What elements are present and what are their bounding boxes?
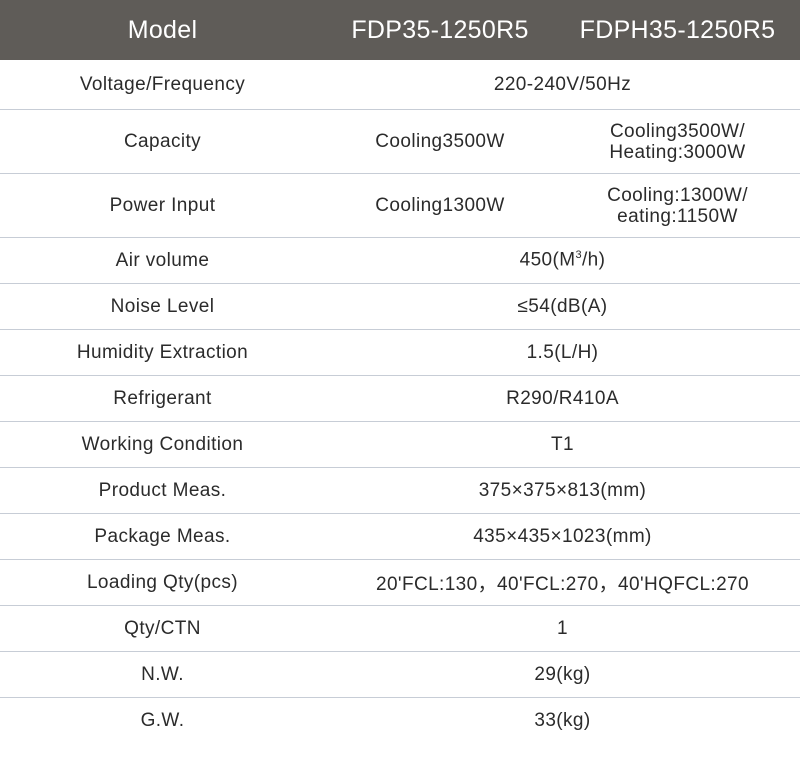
row-value: 1 [557,617,568,639]
row-package-meas: Package Meas. 435×435×1023(mm) [0,514,800,560]
row-label: G.W. [140,710,185,731]
row-power-input: Power Input Cooling1300W Cooling:1300W/ … [0,174,800,238]
spec-table: Model FDP35-1250R5 FDPH35-1250R5 Voltage… [0,0,800,744]
row-qty-ctn: Qty/CTN 1 [0,606,800,652]
row-value-model-b: Cooling:1300W/ eating:1150W [555,185,800,227]
row-label: Noise Level [110,295,215,317]
value-line-1: Cooling:1300W/ [607,184,748,206]
value-main: 450(M [519,249,576,271]
row-loading-qty: Loading Qty(pcs) 20'FCL:130，40'FCL:270，4… [0,560,800,606]
row-working-condition: Working Condition T1 [0,422,800,468]
row-label: Power Input [109,194,216,216]
row-value-model-b: Cooling3500W/ Heating:3000W [555,121,800,163]
row-label: Refrigerant [113,387,212,409]
row-label: Humidity Extraction [76,341,249,363]
value-unit: /h) [582,249,606,271]
row-label: Product Meas. [98,479,227,501]
row-label: Package Meas. [94,525,231,547]
value-line-2: eating:1150W [617,205,738,227]
row-value: 220-240V/50Hz [493,73,632,95]
header-model-b: FDPH35-1250R5 [579,15,776,44]
row-value: 450(M3/h) [325,249,800,271]
row-value: 435×435×1023(mm) [473,525,652,547]
row-value: R290/R410A [506,387,619,409]
table-header: Model FDP35-1250R5 FDPH35-1250R5 [0,0,800,60]
value-superscript: 3 [575,249,582,262]
row-air-volume: Air volume 450(M3/h) [0,238,800,284]
row-label: Working Condition [81,433,244,455]
value-line-1: Cooling3500W/ [609,120,746,142]
row-label: N.W. [141,663,184,685]
row-net-weight: N.W. 29(kg) [0,652,800,698]
row-value-model-a: Cooling1300W [375,194,505,216]
row-value: 33(kg) [534,710,591,731]
row-value-model-a: Cooling3500W [375,130,505,152]
row-refrigerant: Refrigerant R290/R410A [0,376,800,422]
row-product-meas: Product Meas. 375×375×813(mm) [0,468,800,514]
value-line-2: Heating:3000W [609,141,746,163]
row-label: Qty/CTN [124,617,201,639]
row-value: T1 [551,433,574,455]
row-value: ≤54(dB(A) [517,295,608,317]
row-label: Loading Qty(pcs) [86,571,239,593]
row-noise-level: Noise Level ≤54(dB(A) [0,284,800,330]
row-value: 375×375×813(mm) [478,479,647,501]
row-value: 1.5(L/H) [526,341,599,363]
row-label: Air volume [115,249,210,271]
header-model-a: FDP35-1250R5 [351,15,529,44]
row-voltage: Voltage/Frequency 220-240V/50Hz [0,60,800,110]
row-gross-weight: G.W. 33(kg) [0,698,800,744]
row-capacity: Capacity Cooling3500W Cooling3500W/ Heat… [0,110,800,174]
row-value: 29(kg) [534,663,591,685]
row-value: 20'FCL:130，40'FCL:270，40'HQFCL:270 [375,574,749,595]
row-label: Voltage/Frequency [79,73,246,95]
row-humidity-extraction: Humidity Extraction 1.5(L/H) [0,330,800,376]
row-label: Capacity [123,130,202,152]
header-model-label: Model [127,15,198,44]
